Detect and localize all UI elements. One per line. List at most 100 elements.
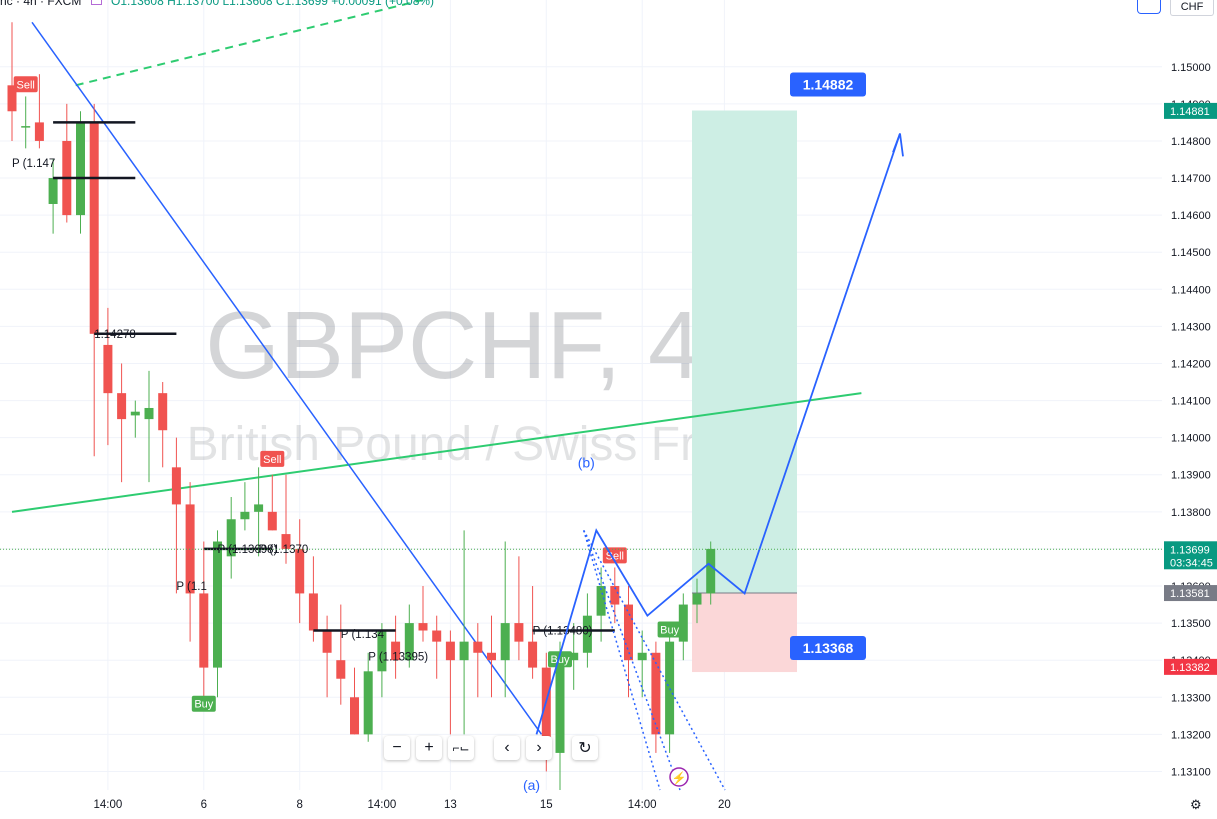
pivot-label: P (1.134 — [341, 629, 385, 641]
target-callout — [790, 72, 866, 97]
scroll-left-button[interactable]: ‹ — [494, 736, 520, 760]
candle-body — [541, 667, 551, 753]
y-tick-label: 1.14300 — [1171, 321, 1211, 333]
candle-body — [377, 630, 387, 672]
sell-signal-badge — [13, 76, 38, 93]
y-tick-label: 1.13800 — [1171, 507, 1211, 519]
x-tick-label: 15 — [540, 799, 553, 811]
fan-line — [582, 530, 681, 791]
pivot-label: P (1.147 — [12, 158, 55, 170]
legend-symbol: nc · 4h · FXCM — [0, 0, 82, 8]
y-tick-label: 1.14600 — [1171, 210, 1211, 222]
candle-body — [48, 178, 58, 204]
currency-button[interactable]: CHF — [1170, 0, 1214, 16]
candle-body — [7, 85, 17, 112]
y-tick-label: 1.15000 — [1171, 62, 1211, 74]
candle-body — [185, 504, 195, 594]
candle-body — [322, 630, 332, 653]
zoom-out-button[interactable]: − — [384, 736, 410, 760]
watermark-title: GBPCHF, 4h — [205, 292, 755, 399]
sell-signal-label: Sell — [263, 454, 281, 466]
candle-body — [706, 548, 716, 594]
alert-icon[interactable] — [1137, 0, 1161, 14]
pivot-label: P (1.1370 — [259, 544, 309, 556]
sell-signal-badge — [260, 450, 285, 467]
target-callout-label: 1.14882 — [803, 77, 854, 93]
x-tick-label: 14:00 — [368, 799, 397, 811]
candle-body — [500, 623, 510, 661]
eye-icon[interactable] — [90, 0, 102, 5]
y-tick-label: 1.13500 — [1171, 618, 1211, 630]
candle-body — [308, 593, 318, 631]
x-tick-label: 14:00 — [628, 799, 657, 811]
candle-body — [171, 467, 181, 505]
scroll-right-button[interactable]: › — [526, 736, 552, 760]
candle-body — [624, 604, 633, 661]
fit-icon: ⌐⌙ — [452, 741, 470, 755]
price-tag-label: 1.13382 — [1170, 662, 1210, 674]
candle-body — [117, 393, 127, 420]
buy-signal-label: Buy — [194, 699, 213, 711]
candle-body — [240, 511, 250, 520]
pivot-label: 1.14278 — [94, 329, 136, 341]
zoom-in-button[interactable]: + — [416, 736, 442, 760]
candle-body — [144, 407, 154, 420]
legend-close: C1.13699 — [275, 0, 328, 8]
wave-label: (b) — [578, 454, 595, 470]
minus-icon: − — [392, 739, 402, 756]
candle-body — [103, 344, 113, 394]
legend-open: O1.13608 — [111, 0, 164, 8]
buy-signal-badge — [191, 695, 216, 712]
price-tag-label: 1.13699 — [1170, 544, 1210, 556]
candle-body — [130, 411, 140, 416]
x-tick-label: 20 — [718, 799, 731, 811]
y-tick-label: 1.13900 — [1171, 470, 1211, 482]
pivot-label: P (1.1 — [176, 581, 206, 593]
candle-body — [418, 623, 428, 631]
reset-scale-button[interactable]: ⌐⌙ — [448, 736, 474, 760]
buy-signal-badge — [657, 621, 682, 638]
chart-toolbar: − + ⌐⌙ ‹ › ↻ — [384, 735, 598, 761]
candle-body — [596, 586, 606, 616]
chevron-right-icon: › — [536, 739, 542, 756]
candle-body — [404, 623, 414, 661]
pivot-label: P (1.13698) — [218, 544, 278, 556]
price-tag — [1164, 102, 1217, 119]
legend-low: L1.13608 — [222, 0, 273, 8]
candle-body — [514, 623, 524, 642]
sell-signal-label: Sell — [17, 79, 35, 91]
buy-signal-label: Buy — [551, 654, 570, 666]
reset-chart-button[interactable]: ↻ — [572, 736, 598, 760]
candle-body — [692, 593, 702, 605]
ohlc-legend: nc · 4h · FXCM O1.13608 H1.13700 L1.1360… — [0, 0, 434, 8]
candle-body — [432, 630, 442, 642]
chevron-left-icon: ‹ — [504, 739, 510, 756]
candle-body — [473, 641, 483, 653]
settings-gear-icon[interactable]: ⚙ — [1190, 797, 1202, 812]
pivot-label: P (1.13395) — [368, 651, 428, 663]
candle-body — [582, 615, 592, 653]
buy-signal-badge — [548, 651, 572, 668]
loss-zone — [692, 593, 797, 673]
downtrend-line — [31, 21, 543, 735]
candle-body — [610, 586, 620, 605]
price-tag-countdown: 03:34:45 — [1170, 557, 1213, 569]
candle-body — [678, 604, 688, 642]
y-tick-label: 1.14100 — [1171, 396, 1211, 408]
candle-body — [199, 593, 209, 668]
candle-body — [651, 652, 661, 735]
price-tag-label: 1.13581 — [1170, 588, 1210, 600]
candle-body — [158, 393, 168, 431]
candle-body — [267, 511, 277, 531]
wave-label: (a) — [523, 777, 540, 793]
price-tag — [1164, 658, 1217, 675]
projection-path — [535, 133, 901, 735]
lightning-icon — [669, 767, 689, 787]
y-tick-label: 1.14200 — [1171, 358, 1211, 370]
candle-body — [459, 641, 469, 661]
refresh-icon: ↻ — [578, 740, 592, 757]
y-tick-label: 1.14400 — [1171, 284, 1211, 296]
y-tick-label: 1.13200 — [1171, 729, 1211, 741]
